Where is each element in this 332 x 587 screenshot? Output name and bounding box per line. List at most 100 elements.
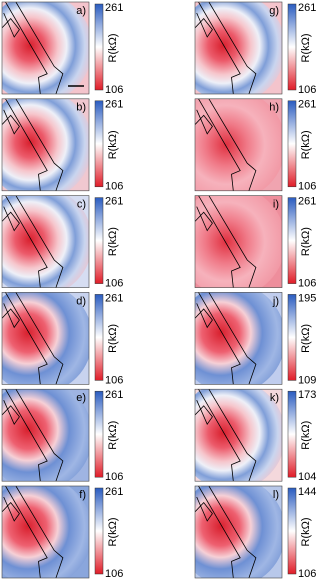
electrode-outline — [195, 496, 213, 522]
map-pattern — [2, 292, 89, 385]
panel-label: g) — [269, 5, 279, 17]
map-frame — [194, 485, 283, 579]
panel-label: k) — [270, 392, 279, 404]
electrode-outline — [208, 389, 257, 482]
colorbar — [287, 294, 297, 381]
electrode-outline — [198, 486, 241, 578]
map-frame — [194, 98, 283, 192]
colorbar — [287, 197, 297, 284]
electrode-outline — [15, 98, 64, 191]
resistance-map — [195, 98, 282, 191]
resistance-map — [2, 98, 89, 191]
colorbar-label: R(kΩ) — [300, 518, 312, 547]
resistance-map — [195, 292, 282, 385]
colorbar — [94, 294, 104, 381]
map-pattern — [2, 98, 89, 191]
panel: i) 261 106 R(kΩ) — [194, 195, 316, 290]
map-pattern — [195, 195, 282, 288]
panel-label: a) — [76, 5, 86, 17]
resistance-map — [195, 195, 282, 288]
resistance-map — [195, 486, 282, 578]
electrode-outline — [2, 400, 20, 426]
electrode-outline — [198, 195, 241, 288]
electrode-outline — [5, 98, 48, 191]
panel-label: d) — [76, 295, 86, 307]
electrode-outline — [208, 486, 257, 578]
electrode-outline — [198, 389, 241, 482]
colorbar — [287, 390, 297, 478]
colorbar-min: 106 — [298, 84, 316, 96]
map-pattern — [195, 2, 282, 94]
panel: j) 195 109 R(kΩ) — [194, 292, 316, 386]
panel-label: b) — [76, 102, 86, 114]
map-pattern — [195, 389, 282, 482]
colorbar-label: R(kΩ) — [107, 34, 119, 63]
colorbar — [94, 390, 104, 478]
colorbar-max: 261 — [105, 486, 123, 498]
panel: b) 261 106 R(kΩ) — [1, 98, 123, 193]
colorbar-min: 109 — [298, 374, 316, 386]
panel-label: i) — [273, 199, 279, 211]
panel-label: h) — [269, 102, 279, 114]
map-frame — [1, 388, 90, 482]
colorbar-max: 261 — [105, 2, 123, 14]
colorbar — [287, 487, 297, 575]
electrode-outline — [208, 195, 257, 288]
panel: f) 261 106 R(kΩ) — [1, 485, 123, 580]
panel-label: f) — [79, 489, 86, 501]
panel-label: e) — [76, 392, 86, 404]
resistance-map — [2, 2, 89, 94]
map-pattern — [2, 486, 89, 578]
electrode-outline — [195, 400, 213, 426]
colorbar-min: 106 — [105, 84, 123, 96]
map-pattern — [2, 389, 89, 482]
colorbar-label: R(kΩ) — [107, 518, 119, 547]
colorbar-max: 261 — [105, 389, 123, 401]
resistance-map — [2, 389, 89, 482]
electrode-outline — [198, 2, 241, 94]
electrode-outline — [198, 292, 241, 385]
colorbar-min: 106 — [298, 181, 316, 193]
electrode-outline — [195, 303, 213, 329]
colorbar-label: R(kΩ) — [300, 227, 312, 256]
electrode-outline — [5, 195, 48, 288]
electrode-outline — [2, 12, 20, 38]
panel: d) 261 106 R(kΩ) — [1, 292, 123, 386]
colorbar-min: 106 — [105, 278, 123, 290]
electrode-outline — [198, 98, 241, 191]
map-pattern — [195, 486, 282, 578]
colorbar-max: 173 — [298, 389, 316, 401]
resistance-map — [195, 389, 282, 482]
map-frame — [1, 485, 90, 579]
colorbar-max: 195 — [298, 292, 316, 304]
map-frame — [1, 195, 90, 288]
colorbar-min: 104 — [298, 471, 316, 483]
map-pattern — [195, 98, 282, 191]
colorbar — [94, 197, 104, 284]
electrode-outline — [2, 496, 20, 522]
electrode-outline — [2, 303, 20, 329]
colorbar-max: 261 — [298, 196, 316, 208]
colorbar — [287, 100, 297, 188]
colorbar-max: 261 — [105, 99, 123, 111]
colorbar-label: R(kΩ) — [107, 130, 119, 159]
panel: e) 261 106 R(kΩ) — [1, 388, 123, 483]
colorbar-label: R(kΩ) — [300, 324, 312, 353]
map-frame — [194, 195, 283, 288]
colorbar-max: 261 — [298, 2, 316, 14]
map-pattern — [2, 195, 89, 288]
map-pattern — [195, 292, 282, 385]
colorbar-label: R(kΩ) — [300, 130, 312, 159]
panel: c) 261 106 R(kΩ) — [1, 195, 123, 290]
resistance-map — [195, 2, 282, 94]
resistance-map — [2, 292, 89, 385]
electrode-outline — [208, 98, 257, 191]
electrode-outline — [195, 109, 213, 135]
colorbar-min: 106 — [298, 568, 316, 580]
electrode-outline — [195, 12, 213, 38]
map-frame — [194, 388, 283, 482]
colorbar-label: R(kΩ) — [300, 421, 312, 450]
electrode-outline — [2, 206, 20, 232]
